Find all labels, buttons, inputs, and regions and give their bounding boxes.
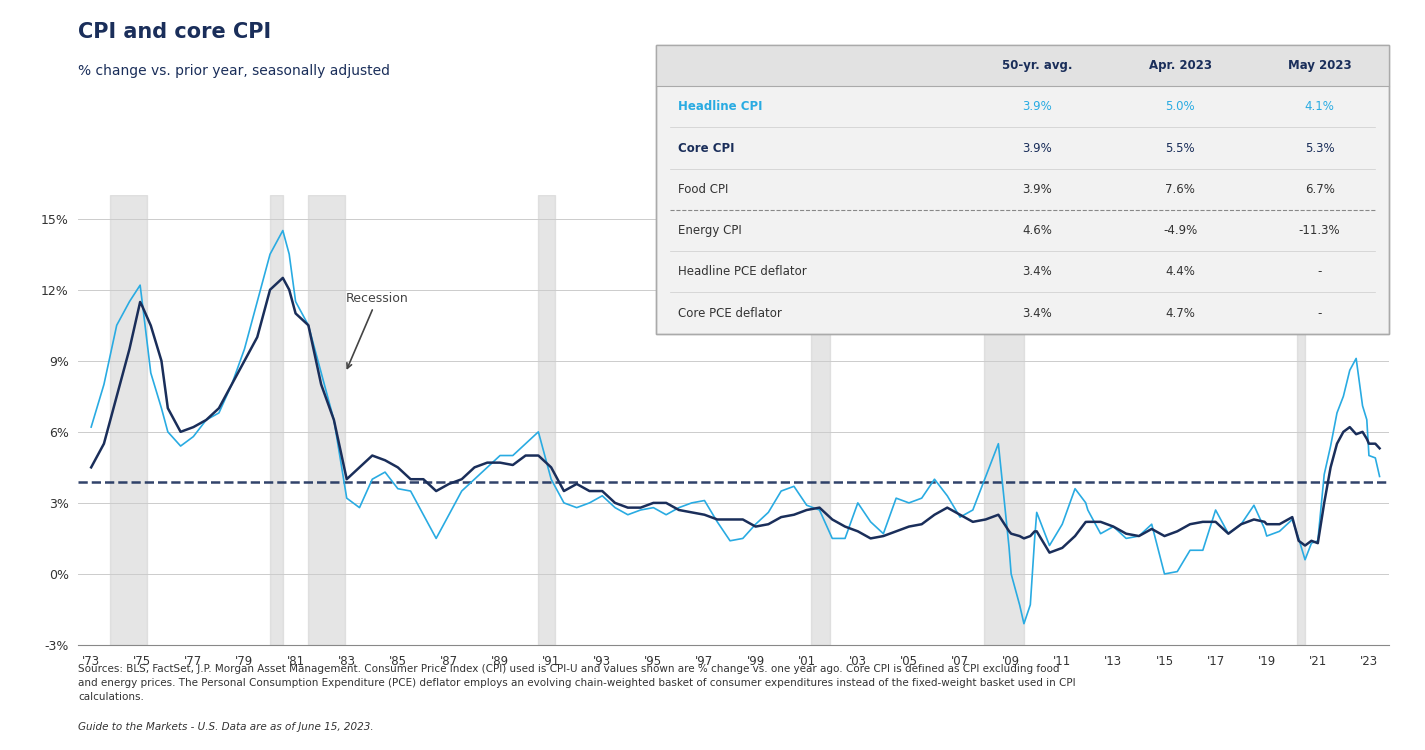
- Text: -11.3%: -11.3%: [1298, 224, 1341, 237]
- Bar: [983, 195, 1025, 645]
- Text: 50-yr. avg.: 50-yr. avg.: [1002, 59, 1073, 72]
- Text: 5.3%: 5.3%: [1305, 142, 1334, 154]
- Text: Energy CPI: Energy CPI: [677, 224, 741, 237]
- Text: 3.9%: 3.9%: [1022, 142, 1052, 154]
- Bar: [811, 195, 831, 645]
- Bar: [271, 195, 282, 645]
- Text: 3.9%: 3.9%: [1022, 183, 1052, 196]
- Text: Food CPI: Food CPI: [677, 183, 728, 196]
- Bar: [656, 45, 1389, 86]
- Text: 5.5%: 5.5%: [1166, 142, 1196, 154]
- Text: 4.4%: 4.4%: [1166, 266, 1196, 278]
- Text: CPI and core CPI: CPI and core CPI: [78, 22, 272, 43]
- Text: 6.7%: 6.7%: [1305, 183, 1335, 196]
- Text: 3.9%: 3.9%: [1022, 100, 1052, 113]
- Text: Recession: Recession: [346, 292, 409, 368]
- Bar: [539, 195, 556, 645]
- Text: Guide to the Markets - U.S. Data are as of June 15, 2023.: Guide to the Markets - U.S. Data are as …: [78, 722, 373, 731]
- Bar: [1297, 195, 1305, 645]
- Text: Core PCE deflator: Core PCE deflator: [677, 307, 781, 320]
- Text: -: -: [1318, 307, 1322, 320]
- Text: Headline CPI: Headline CPI: [677, 100, 762, 113]
- Text: -4.9%: -4.9%: [1163, 224, 1197, 237]
- Text: 3.4%: 3.4%: [1022, 266, 1052, 278]
- Text: 5.0%: 5.0%: [1166, 100, 1196, 113]
- Text: 4.7%: 4.7%: [1166, 307, 1196, 320]
- Text: Apr. 2023: Apr. 2023: [1149, 59, 1211, 72]
- Text: % change vs. prior year, seasonally adjusted: % change vs. prior year, seasonally adju…: [78, 64, 390, 78]
- Text: May 2023: May 2023: [1288, 59, 1351, 72]
- Text: 4.1%: 4.1%: [1305, 100, 1335, 113]
- Text: -: -: [1318, 266, 1322, 278]
- Bar: [308, 195, 345, 645]
- Text: Sources: BLS, FactSet, J.P. Morgan Asset Management. Consumer Price Index (CPI) : Sources: BLS, FactSet, J.P. Morgan Asset…: [78, 664, 1076, 702]
- Text: 7.6%: 7.6%: [1166, 183, 1196, 196]
- Text: 3.4%: 3.4%: [1022, 307, 1052, 320]
- Text: 4.6%: 4.6%: [1022, 224, 1052, 237]
- Text: Core CPI: Core CPI: [677, 142, 734, 154]
- Bar: [110, 195, 147, 645]
- Text: Headline PCE deflator: Headline PCE deflator: [677, 266, 807, 278]
